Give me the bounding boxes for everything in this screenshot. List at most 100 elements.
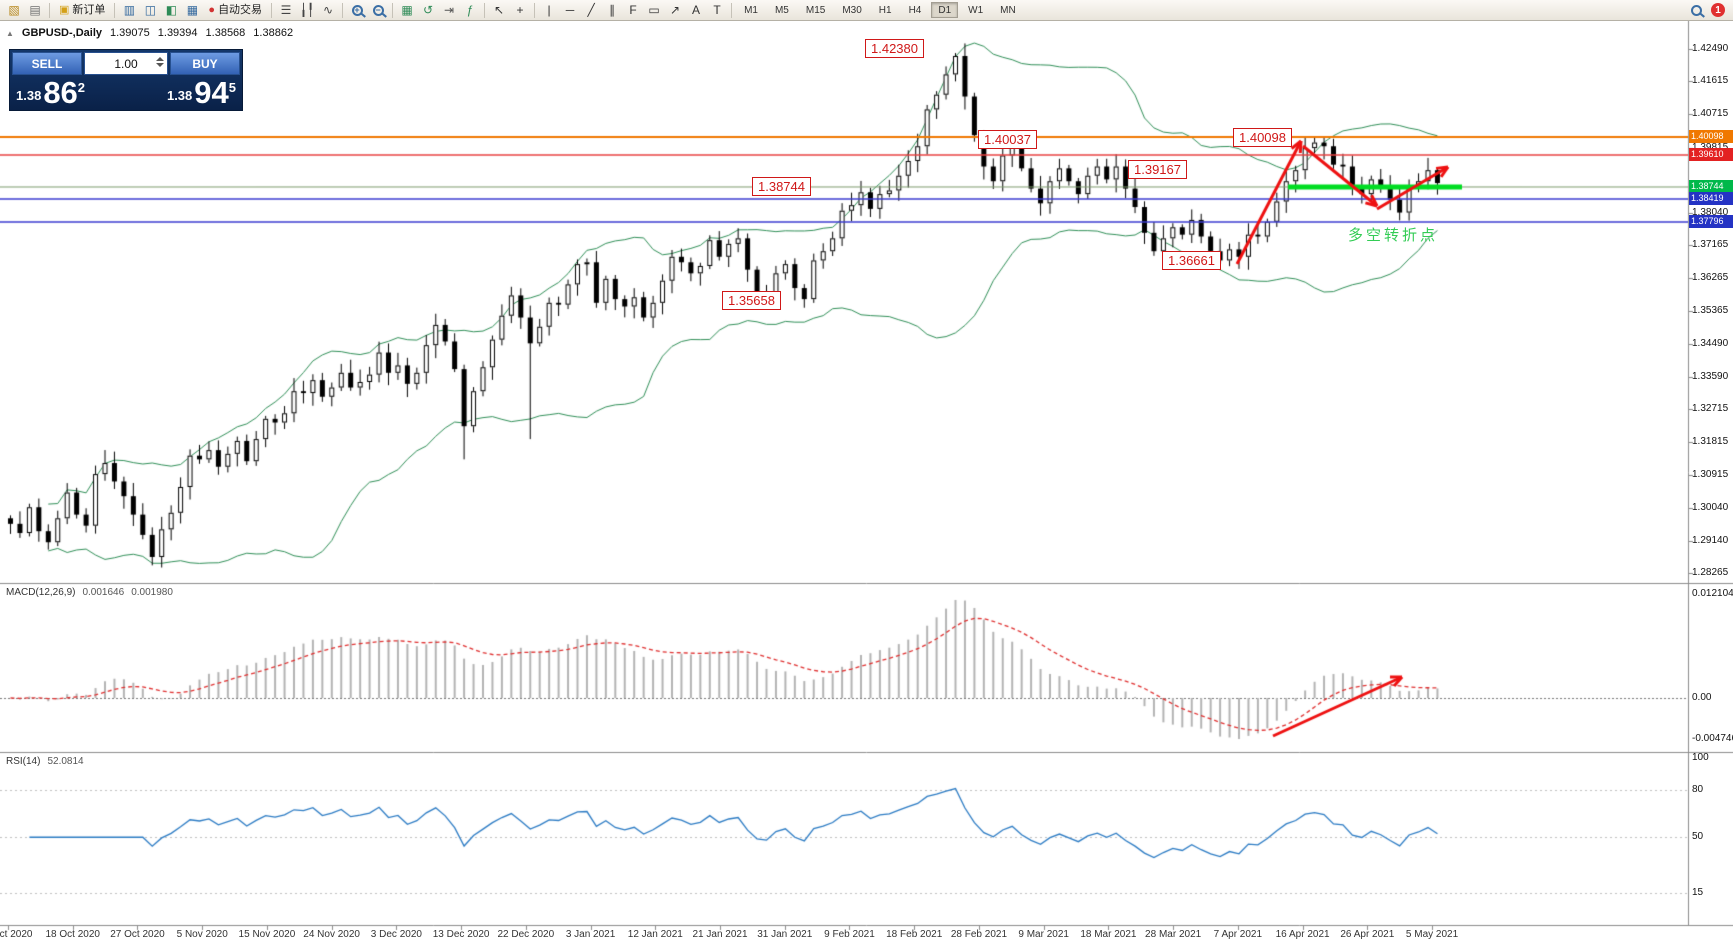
zoom-in-icon[interactable]: +	[347, 2, 367, 19]
price-axis-label: 1.37165	[1692, 239, 1729, 251]
volume-spinner[interactable]	[156, 57, 164, 67]
zoom-out-icon[interactable]: −	[368, 2, 388, 19]
date-axis-label: 12 Jan 2021	[627, 929, 683, 940]
vertical-line-icon[interactable]: |	[547, 3, 551, 17]
candlestick-chart-icon[interactable]: ╽╿	[299, 3, 315, 17]
date-axis-label: 27 Oct 2020	[110, 929, 165, 940]
auto-scroll-icon[interactable]: ↺	[423, 3, 434, 17]
profiles-icon[interactable]: ▤	[29, 3, 41, 17]
macd-axis-label: 0.00	[1692, 692, 1712, 703]
timeframe-button-mn[interactable]: MN	[993, 2, 1023, 18]
sell-button[interactable]: SELL	[12, 52, 82, 75]
navigator-icon[interactable]: ◧	[165, 3, 178, 17]
new-order-button[interactable]: ▣ 新订单	[54, 2, 110, 19]
shapes-icon[interactable]: ▭	[648, 3, 660, 17]
crosshair-icon[interactable]: +	[516, 3, 524, 17]
horizontal-line-icon[interactable]: ─	[565, 3, 575, 17]
timeframe-button-h1[interactable]: H1	[872, 2, 899, 18]
date-axis-label: 15 Nov 2020	[238, 929, 296, 940]
price-callout[interactable]: 1.40098	[1233, 128, 1292, 147]
date-axis-label: 5 May 2021	[1405, 929, 1459, 940]
price-tag: 1.38419	[1689, 191, 1733, 205]
rsi-axis-label: 100	[1692, 752, 1709, 763]
spinner-up-icon[interactable]	[156, 57, 164, 61]
bid-prefix: 1.38	[16, 88, 42, 104]
rsi-value: 52.0814	[47, 756, 84, 767]
rsi-axis-label: 50	[1692, 831, 1704, 843]
price-callout[interactable]: 1.39167	[1128, 160, 1187, 179]
line-chart-icon[interactable]: ∿	[323, 3, 334, 17]
date-axis-label: 7 Apr 2021	[1213, 929, 1263, 940]
autotrade-button-label: 自动交易	[218, 3, 263, 16]
bar-chart-icon[interactable]: ☰	[280, 3, 292, 17]
fibonacci-icon[interactable]: F	[629, 3, 637, 17]
toolbar-separator	[392, 2, 394, 18]
quote-close: 1.38862	[253, 27, 294, 39]
search-icon[interactable]	[1686, 2, 1706, 19]
notification-badge[interactable]: 1	[1711, 3, 1725, 17]
collapse-arrow-icon[interactable]: ▲	[6, 28, 14, 38]
price-tag: 1.40098	[1689, 130, 1733, 144]
date-axis-label: 13 Dec 2020	[432, 929, 490, 940]
date-axis-label: 16 Apr 2021	[1275, 929, 1330, 940]
date-axis-label: 3 Jan 2021	[565, 929, 616, 940]
macd-value-1: 0.001646	[82, 587, 125, 598]
text-tool-icon[interactable]: A	[692, 3, 701, 17]
magnifier-sign: +	[354, 4, 360, 15]
text-label-icon[interactable]: T	[713, 3, 721, 17]
price-axis-label: 1.31815	[1692, 436, 1729, 448]
timeframe-button-m5[interactable]: M5	[768, 2, 796, 18]
timeframe-button-m1[interactable]: M1	[737, 2, 765, 18]
volume-input[interactable]: 1.00	[84, 52, 168, 75]
bid-pipette: 2	[77, 80, 86, 96]
date-axis-label: 5 Nov 2020	[176, 929, 228, 940]
new-chart-icon[interactable]: ▧	[8, 3, 20, 17]
quote-open: 1.39075	[110, 27, 150, 39]
toolbar-separator	[342, 2, 344, 18]
timeframe-button-h4[interactable]: H4	[902, 2, 929, 18]
timeframe-button-w1[interactable]: W1	[961, 2, 990, 18]
rsi-axis-label: 80	[1692, 783, 1704, 795]
zoom-out-icon-glyph: −	[372, 4, 387, 18]
date-axis-label: 26 Apr 2021	[1340, 929, 1395, 940]
price-axis-label: 1.30040	[1692, 501, 1729, 513]
buy-button[interactable]: BUY	[170, 52, 240, 75]
channel-icon[interactable]: ∥	[609, 3, 616, 17]
price-callout[interactable]: 1.36661	[1162, 251, 1221, 270]
price-callout[interactable]: 1.38744	[752, 177, 811, 196]
toolbar-separator	[114, 2, 116, 18]
price-axis-label: 1.42490	[1692, 43, 1729, 54]
timeframe-button-m30[interactable]: M30	[835, 2, 868, 18]
bid-big-digits: 86	[43, 75, 78, 110]
price-axis-label: 1.41615	[1692, 75, 1729, 87]
market-watch-icon[interactable]: ▥	[123, 3, 136, 17]
price-callout[interactable]: 1.40037	[978, 130, 1037, 149]
indicators-icon[interactable]: ƒ	[466, 3, 474, 17]
ask-big-digits: 94	[194, 75, 229, 110]
price-axis-label: 1.40715	[1692, 108, 1729, 120]
tile-windows-icon[interactable]: ▦	[401, 3, 413, 17]
price-axis-label: 1.39815	[1692, 141, 1729, 153]
date-axis-label: 21 Jan 2021	[692, 929, 748, 940]
annotation-text[interactable]: 多空转折点	[1348, 227, 1439, 244]
chart-shift-icon[interactable]: ⇥	[444, 3, 455, 17]
arrows-tool-icon[interactable]: ↗	[670, 3, 681, 17]
price-callout[interactable]: 1.35658	[722, 291, 781, 310]
price-callout[interactable]: 1.42380	[865, 39, 924, 58]
magnifier-sign: −	[375, 4, 381, 15]
data-window-icon[interactable]: ◫	[144, 3, 157, 17]
date-axis-label: 9 Feb 2021	[824, 929, 875, 940]
symbol-name: GBPUSD-,Daily	[21, 27, 102, 39]
macd-axis-label: -0.004746	[1692, 733, 1733, 744]
date-axis-label: 8 Oct 2020	[0, 929, 33, 940]
autotrade-button[interactable]: ● 自动交易	[203, 2, 267, 19]
terminal-icon[interactable]: ▦	[186, 3, 199, 17]
autotrade-button-icon: ●	[208, 3, 216, 16]
timeframe-button-d1[interactable]: D1	[931, 2, 959, 18]
timeframe-button-m15[interactable]: M15	[799, 2, 832, 18]
spinner-down-icon[interactable]	[156, 63, 164, 67]
cursor-icon[interactable]: ↖	[494, 3, 505, 17]
trendline-icon[interactable]: ╱	[587, 3, 595, 17]
